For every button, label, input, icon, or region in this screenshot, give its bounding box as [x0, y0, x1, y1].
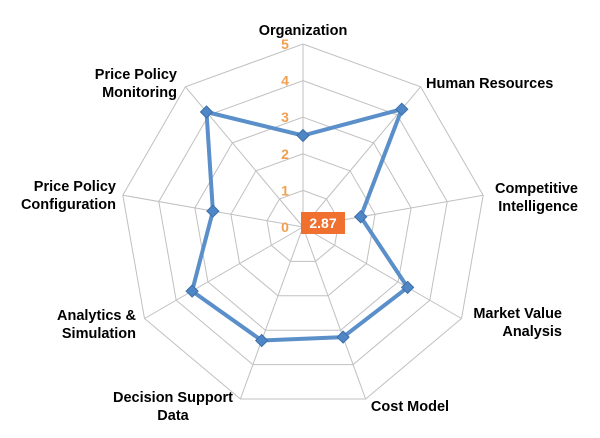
spoke-4: [302, 226, 462, 319]
tick-label-3: 3: [281, 109, 289, 125]
center-badge: [301, 212, 345, 234]
axis-label-6: Decision Support Data: [113, 390, 233, 424]
data-point-3: [353, 210, 368, 224]
axis-label-line: Market Value: [473, 306, 562, 322]
tick-label-2: 2: [281, 146, 289, 162]
grid-ring-4: [158, 80, 448, 366]
axis-label-9: Price Policy Monitoring: [95, 67, 177, 101]
axis-label-line: Price Policy: [34, 179, 116, 195]
axis-label-line: Intelligence: [498, 199, 578, 215]
data-point-5: [336, 330, 350, 344]
data-point-1: [296, 128, 310, 143]
series-line: [190, 107, 410, 343]
axis-label-line: Configuration: [21, 197, 116, 213]
tick-label-0: 0: [281, 219, 289, 235]
series-layer: [185, 102, 415, 348]
axis-label-line: Analytics &: [57, 308, 136, 324]
axis-label-2: Human Resources: [426, 76, 553, 92]
axis-label-line: Competitive: [495, 181, 578, 197]
grid-ring-3: [194, 116, 412, 331]
center-badge-value: 2.87: [309, 215, 336, 231]
axis-label-line: Monitoring: [102, 85, 177, 101]
axis-label-line: Decision Support: [113, 390, 233, 406]
center-badge-layer: 2.87: [301, 212, 345, 234]
tick-label-4: 4: [281, 73, 289, 89]
axis-label-line: Price Policy: [95, 67, 177, 83]
axis-label-line: Analysis: [502, 324, 562, 340]
axis-label-line: Data: [157, 408, 189, 424]
axis-label-line: Organization: [259, 23, 348, 39]
grid-ring-5: [122, 43, 484, 400]
data-point-2: [395, 102, 409, 116]
axis-label-7: Analytics & Simulation: [57, 308, 136, 342]
axis-label-3: Competitive Intelligence: [495, 181, 578, 215]
data-point-8: [206, 204, 220, 218]
axis-label-line: Simulation: [62, 326, 136, 342]
tick-label-5: 5: [281, 36, 289, 52]
data-point-7: [185, 284, 199, 298]
axis-label-1: Organization: [259, 23, 348, 39]
data-point-9: [199, 105, 214, 119]
axis-label-4: Market Value Analysis: [473, 306, 562, 340]
spoke-7: [144, 226, 304, 319]
spoke-6: [239, 226, 304, 400]
data-point-6: [254, 333, 269, 348]
spoke-5: [302, 226, 367, 400]
data-point-4: [400, 280, 415, 295]
axis-label-8: Price Policy Configuration: [21, 179, 116, 213]
axis-label-5: Cost Model: [371, 399, 449, 415]
axis-label-line: Human Resources: [426, 76, 553, 92]
grid-ring-1: [266, 189, 340, 262]
tick-label-1: 1: [281, 182, 289, 198]
axis-label-line: Cost Model: [371, 399, 449, 415]
axis-label-layer: Organization Human Resources Competitive In…: [21, 23, 578, 424]
grid-ring-2: [230, 153, 376, 297]
tick-layer: 0 1 2 3 4 5: [281, 36, 289, 235]
